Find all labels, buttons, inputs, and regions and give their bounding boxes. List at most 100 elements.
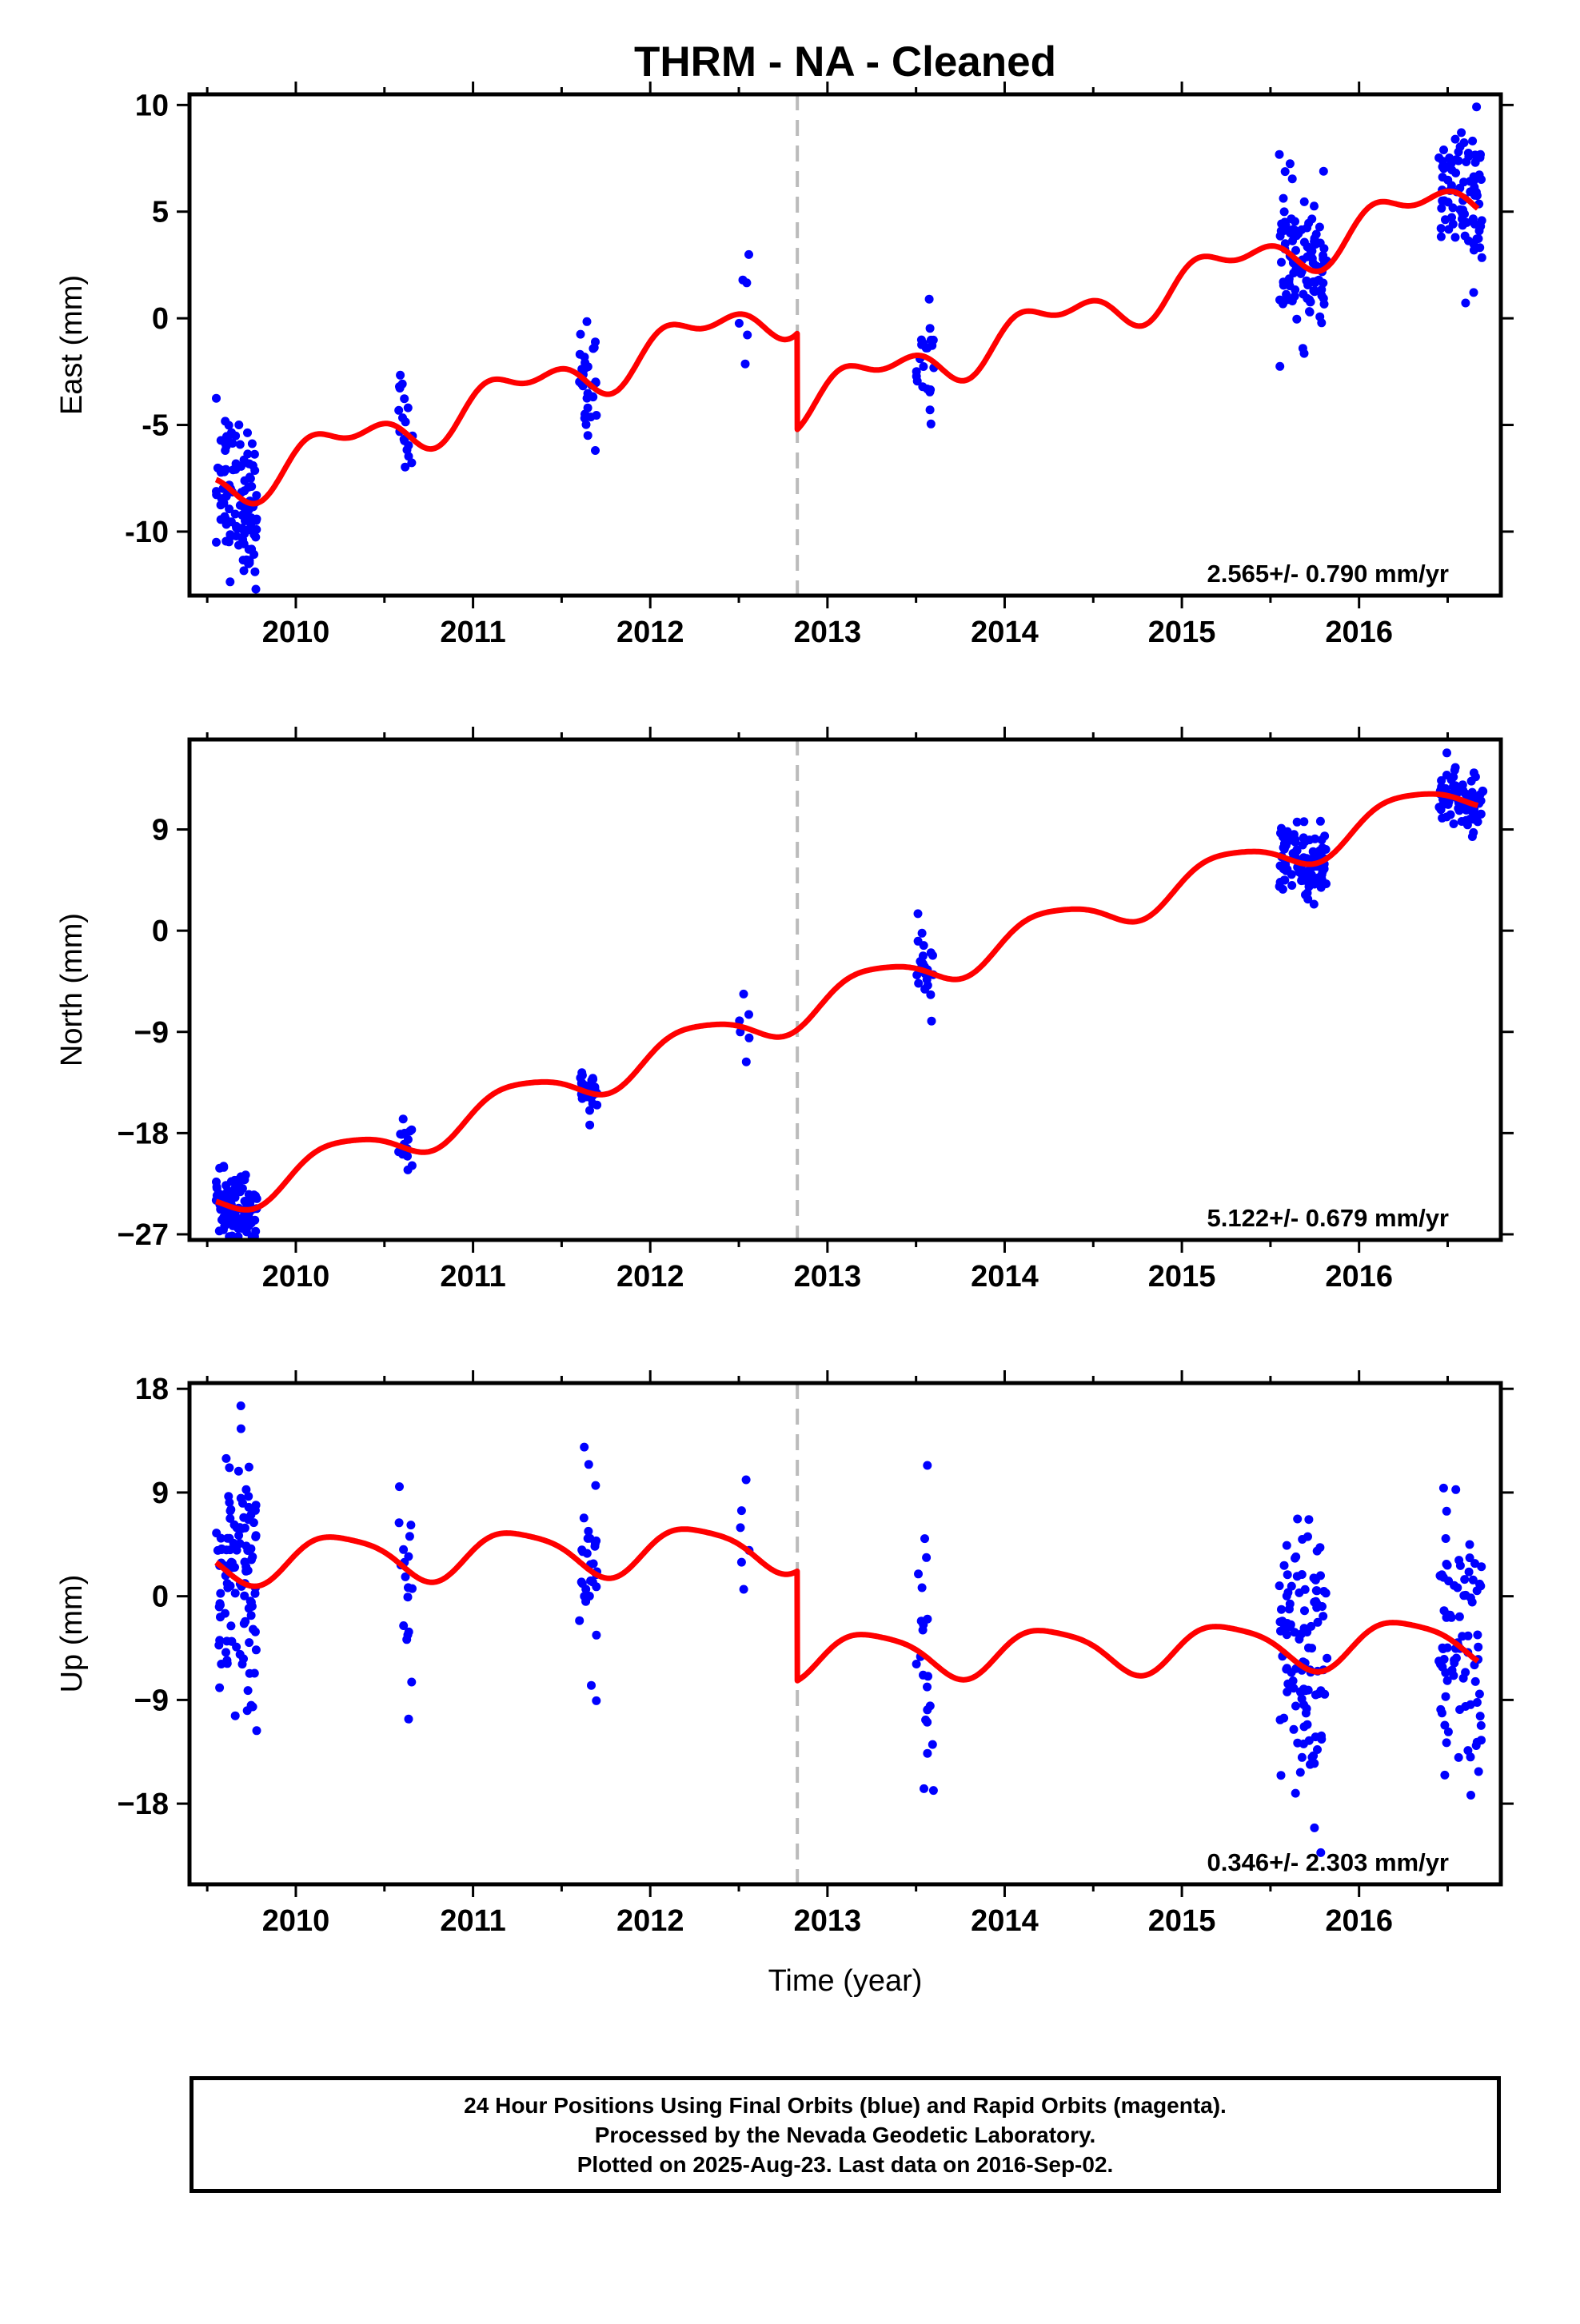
data-point — [244, 1604, 253, 1613]
data-point — [919, 941, 928, 951]
data-point — [1459, 177, 1469, 187]
data-point — [1470, 1660, 1479, 1670]
data-point — [1311, 1690, 1320, 1700]
data-point — [1317, 835, 1327, 845]
data-point — [1309, 1573, 1319, 1583]
data-point — [1276, 226, 1286, 236]
data-point — [925, 405, 935, 415]
data-point — [920, 984, 930, 994]
data-point — [1454, 1612, 1464, 1621]
data-point — [585, 1106, 594, 1115]
data-point — [1455, 142, 1465, 152]
data-point — [1472, 191, 1482, 201]
x-tick-label: 2012 — [616, 616, 684, 649]
data-point — [1318, 1602, 1327, 1611]
data-point — [229, 1538, 238, 1548]
data-point — [251, 1501, 261, 1510]
data-point — [252, 491, 261, 500]
rate-label: 5.122+/- 0.679 mm/yr — [1207, 1204, 1449, 1232]
model-fit-curve — [214, 791, 1479, 1213]
data-point — [235, 440, 245, 449]
data-point — [920, 1784, 928, 1793]
data-point — [1318, 843, 1327, 852]
data-point — [1316, 1571, 1325, 1581]
data-point — [1313, 1745, 1322, 1754]
data-point — [1289, 1724, 1299, 1734]
data-point — [576, 329, 585, 339]
data-point — [1311, 261, 1321, 271]
data-point — [592, 1100, 602, 1110]
data-point — [222, 1533, 232, 1543]
data-point — [736, 1506, 746, 1516]
data-point — [240, 504, 249, 513]
data-point — [240, 476, 249, 485]
data-point — [244, 1212, 253, 1222]
x-tick-label: 2015 — [1148, 1260, 1216, 1294]
data-point — [1448, 203, 1458, 213]
rate-label: 2.565+/- 0.790 mm/yr — [1207, 560, 1449, 588]
data-point — [251, 516, 261, 525]
y-tick-label: -5 — [142, 409, 169, 443]
data-point — [216, 1589, 225, 1598]
data-point — [227, 1636, 237, 1646]
data-point — [225, 1497, 234, 1507]
data-point — [739, 1585, 748, 1594]
data-point — [212, 537, 221, 547]
data-point — [1442, 1506, 1451, 1516]
data-point — [1460, 231, 1470, 241]
data-point — [1472, 1586, 1482, 1596]
data-point — [1442, 1738, 1451, 1748]
data-point — [251, 1645, 261, 1655]
data-point — [1299, 197, 1309, 206]
data-point — [1438, 162, 1447, 172]
data-point — [1304, 1643, 1313, 1652]
data-point — [1279, 193, 1288, 203]
data-point — [1454, 785, 1463, 794]
x-tick-label: 2014 — [971, 1904, 1039, 1938]
x-axis-label: Time (year) — [768, 1964, 923, 1998]
data-point — [251, 584, 261, 594]
data-point — [229, 1520, 239, 1529]
data-point — [1438, 1644, 1448, 1653]
panel-up: 2010 2011 2012 2013 2014 2015 2016 −18 −9 0 9 18 Up … — [55, 1370, 1514, 1938]
footer-line-3: Plotted on 2025-Aug-23. Last data on 201… — [577, 2151, 1114, 2177]
y-tick-label: −18 — [118, 1788, 169, 1821]
data-point — [1468, 1575, 1478, 1585]
data-point — [1279, 1561, 1289, 1570]
x-tick-label: 2015 — [1148, 1904, 1216, 1938]
data-point — [1301, 890, 1310, 899]
data-point — [581, 358, 590, 368]
data-point — [590, 1539, 600, 1549]
data-point — [1438, 173, 1447, 182]
data-point — [214, 1640, 224, 1650]
data-point — [234, 1531, 244, 1541]
data-point — [1473, 1630, 1482, 1640]
data-point — [1302, 1704, 1311, 1713]
data-point — [575, 1616, 585, 1625]
data-point — [1476, 1720, 1486, 1730]
data-point — [212, 1177, 221, 1186]
data-point — [1291, 1553, 1299, 1563]
data-point — [241, 1227, 251, 1237]
data-point — [1440, 1770, 1450, 1780]
data-point — [592, 1696, 601, 1705]
data-point — [577, 1078, 586, 1088]
x-tick-label: 2011 — [440, 1904, 505, 1938]
data-point — [1310, 1759, 1319, 1768]
data-point — [913, 909, 923, 919]
data-point — [592, 411, 601, 420]
data-point — [1315, 816, 1325, 826]
data-point — [1455, 1705, 1465, 1714]
data-point — [239, 1619, 249, 1628]
data-point — [1450, 1656, 1459, 1665]
data-point — [221, 1648, 230, 1657]
data-point — [581, 1585, 591, 1594]
data-point — [914, 979, 924, 988]
data-point — [1451, 1485, 1461, 1494]
data-point — [221, 514, 230, 524]
data-point — [1469, 827, 1478, 837]
data-point — [928, 1740, 937, 1749]
data-point — [1439, 1606, 1449, 1616]
x-tick-label: 2016 — [1325, 1260, 1393, 1294]
data-point — [736, 1557, 746, 1567]
